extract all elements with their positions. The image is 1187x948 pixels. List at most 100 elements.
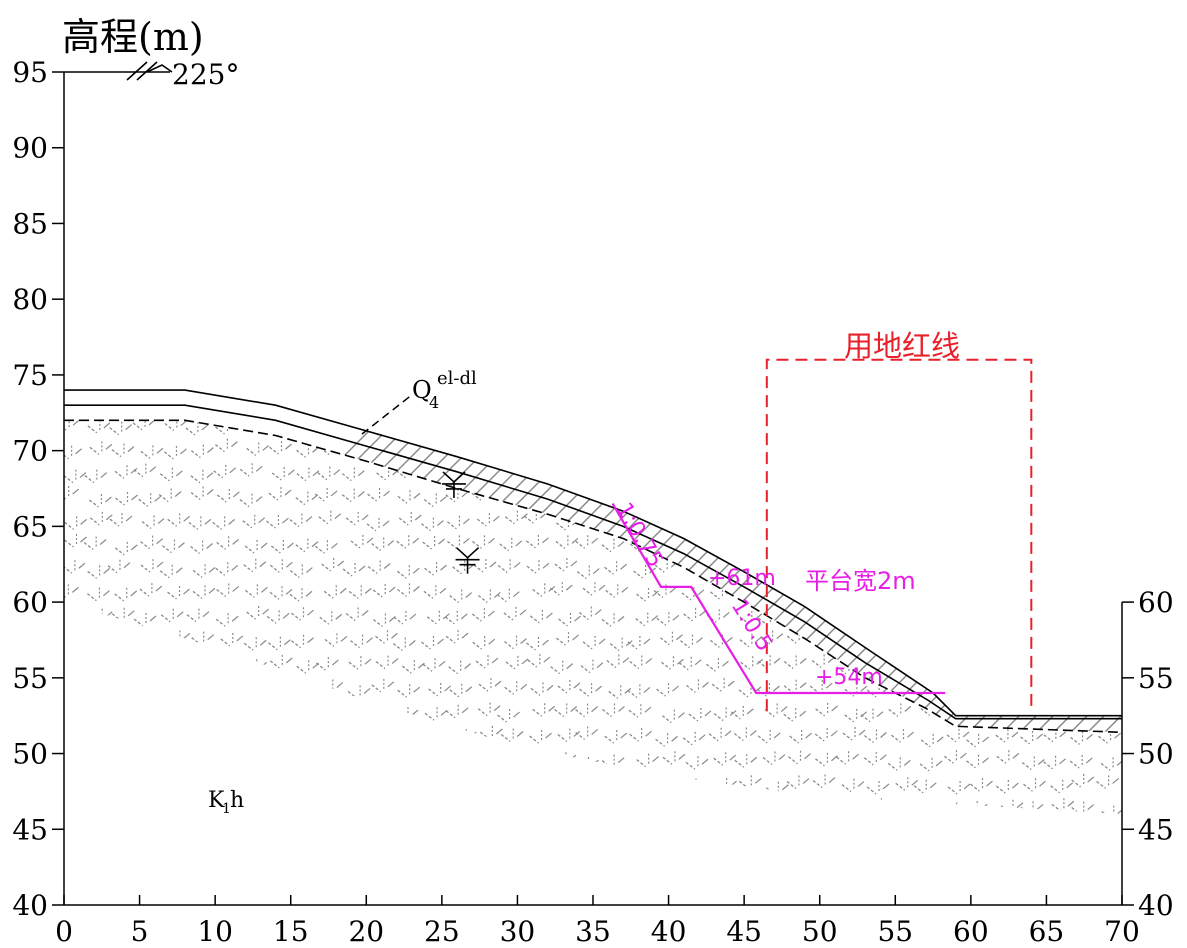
weathered-hatch-stroke — [750, 806, 757, 813]
weathered-hatch-stroke — [70, 711, 78, 718]
weathered-hatch-stroke — [460, 613, 468, 620]
weathered-hatch-stroke — [827, 657, 835, 663]
left-axis-tick-label: 95 — [12, 56, 48, 89]
weathered-hatch-stroke — [387, 540, 395, 546]
weathered-hatch-stroke — [336, 803, 343, 810]
surface-hatch-stroke — [974, 390, 1122, 733]
weathered-hatch-stroke — [1087, 776, 1095, 783]
weathered-hatch-stroke — [752, 537, 760, 544]
weathered-hatch-stroke — [246, 611, 257, 620]
weathered-hatch-stroke — [213, 470, 224, 479]
weathered-hatch-stroke — [497, 714, 507, 723]
weathered-hatch-stroke — [542, 639, 549, 646]
weathered-hatch-stroke — [866, 786, 877, 795]
weathered-hatch-stroke — [334, 513, 342, 520]
weathered-hatch-stroke — [206, 447, 214, 454]
weathered-hatch-stroke — [1013, 658, 1020, 665]
x-axis-tick-label: 65 — [1029, 915, 1065, 948]
weathered-hatch-stroke — [501, 758, 512, 767]
weathered-hatch-stroke — [463, 518, 470, 525]
weathered-hatch-stroke — [841, 784, 852, 793]
weathered-hatch-stroke — [502, 803, 513, 812]
weathered-hatch-stroke — [1063, 592, 1071, 599]
weathered-hatch-stroke — [292, 757, 303, 766]
weathered-hatch-stroke — [439, 397, 445, 402]
slope-ratio-upper: 1:0.75 — [611, 499, 668, 572]
weathered-hatch-stroke — [724, 443, 731, 450]
weathered-hatch-stroke — [293, 780, 304, 789]
weathered-hatch-stroke — [799, 658, 807, 664]
weathered-hatch-stroke — [175, 567, 183, 574]
weathered-hatch-stroke — [463, 537, 470, 544]
weathered-hatch-stroke — [391, 734, 398, 741]
weathered-hatch-stroke — [699, 610, 706, 617]
weathered-hatch-stroke — [911, 779, 919, 786]
weathered-hatch-stroke — [162, 783, 173, 792]
weathered-hatch-stroke — [542, 562, 550, 569]
surface-hatch-stroke — [243, 390, 665, 733]
weathered-hatch-stroke — [739, 616, 750, 625]
weathered-hatch-stroke — [913, 785, 924, 794]
weathered-hatch-stroke — [314, 731, 325, 740]
weathered-hatch-stroke — [936, 489, 943, 495]
weathered-hatch-stroke — [376, 472, 387, 481]
weathered-hatch-stroke — [1124, 710, 1133, 717]
weathered-hatch-stroke — [913, 635, 924, 645]
weathered-hatch-stroke — [312, 470, 320, 477]
weathered-hatch-stroke — [733, 519, 743, 528]
weathered-hatch-stroke — [177, 711, 185, 718]
weathered-hatch-stroke — [1142, 640, 1148, 645]
weathered-hatch-stroke — [296, 473, 307, 482]
weathered-hatch-stroke — [729, 398, 735, 403]
weathered-hatch-stroke — [944, 472, 955, 481]
weathered-hatch-stroke — [517, 468, 525, 475]
weathered-hatch-stroke — [1101, 423, 1112, 432]
weathered-hatch-stroke — [305, 567, 313, 573]
weathered-hatch-stroke — [216, 661, 227, 670]
weathered-hatch-stroke — [660, 637, 670, 646]
weathered-hatch-stroke — [652, 756, 660, 763]
weathered-hatch-stroke — [361, 780, 368, 787]
weathered-hatch-stroke — [986, 780, 993, 787]
weathered-hatch-stroke — [1092, 637, 1100, 643]
weathered-hatch-stroke — [413, 757, 421, 764]
weathered-hatch-stroke — [488, 444, 496, 451]
weathered-hatch-stroke — [231, 615, 239, 622]
weathered-hatch-stroke — [678, 753, 686, 760]
weathered-hatch-stroke — [696, 517, 704, 523]
weathered-hatch-stroke — [1124, 810, 1133, 817]
weathered-hatch-stroke — [682, 737, 693, 746]
weathered-hatch-stroke — [798, 517, 806, 523]
weathered-hatch-stroke — [543, 420, 551, 423]
weathered-hatch-stroke — [620, 732, 628, 739]
weathered-hatch-stroke — [776, 633, 784, 640]
weathered-hatch-stroke — [296, 665, 307, 674]
weathered-hatch-stroke — [658, 398, 667, 405]
weathered-hatch-stroke — [341, 494, 352, 503]
weathered-hatch-stroke — [178, 542, 185, 549]
weathered-hatch-stroke — [709, 639, 720, 648]
weathered-hatch-stroke — [1126, 643, 1135, 650]
weathered-hatch-stroke — [1047, 595, 1058, 604]
weathered-hatch-stroke — [960, 752, 967, 759]
weathered-hatch-stroke — [1140, 707, 1146, 712]
weathered-hatch-stroke — [751, 420, 759, 426]
weathered-hatch-stroke — [289, 809, 300, 815]
weathered-hatch-stroke — [909, 543, 917, 550]
weathered-hatch-stroke — [420, 420, 431, 428]
weathered-hatch-stroke — [733, 733, 744, 742]
weathered-hatch-stroke — [1123, 761, 1132, 768]
weathered-hatch-stroke — [970, 783, 980, 792]
weathered-hatch-stroke — [604, 735, 615, 744]
weathered-hatch-stroke — [860, 685, 868, 692]
weathered-hatch-stroke — [1069, 469, 1080, 478]
weathered-hatch-stroke — [636, 759, 647, 768]
weathered-hatch-stroke — [921, 444, 932, 453]
weathered-hatch-stroke — [964, 424, 975, 433]
weathered-hatch-stroke — [364, 587, 372, 594]
weathered-hatch-stroke — [150, 400, 156, 405]
weathered-hatch-stroke — [180, 420, 188, 426]
weathered-hatch-stroke — [549, 785, 559, 794]
weathered-hatch-stroke — [413, 686, 421, 693]
weathered-hatch-stroke — [564, 443, 572, 450]
